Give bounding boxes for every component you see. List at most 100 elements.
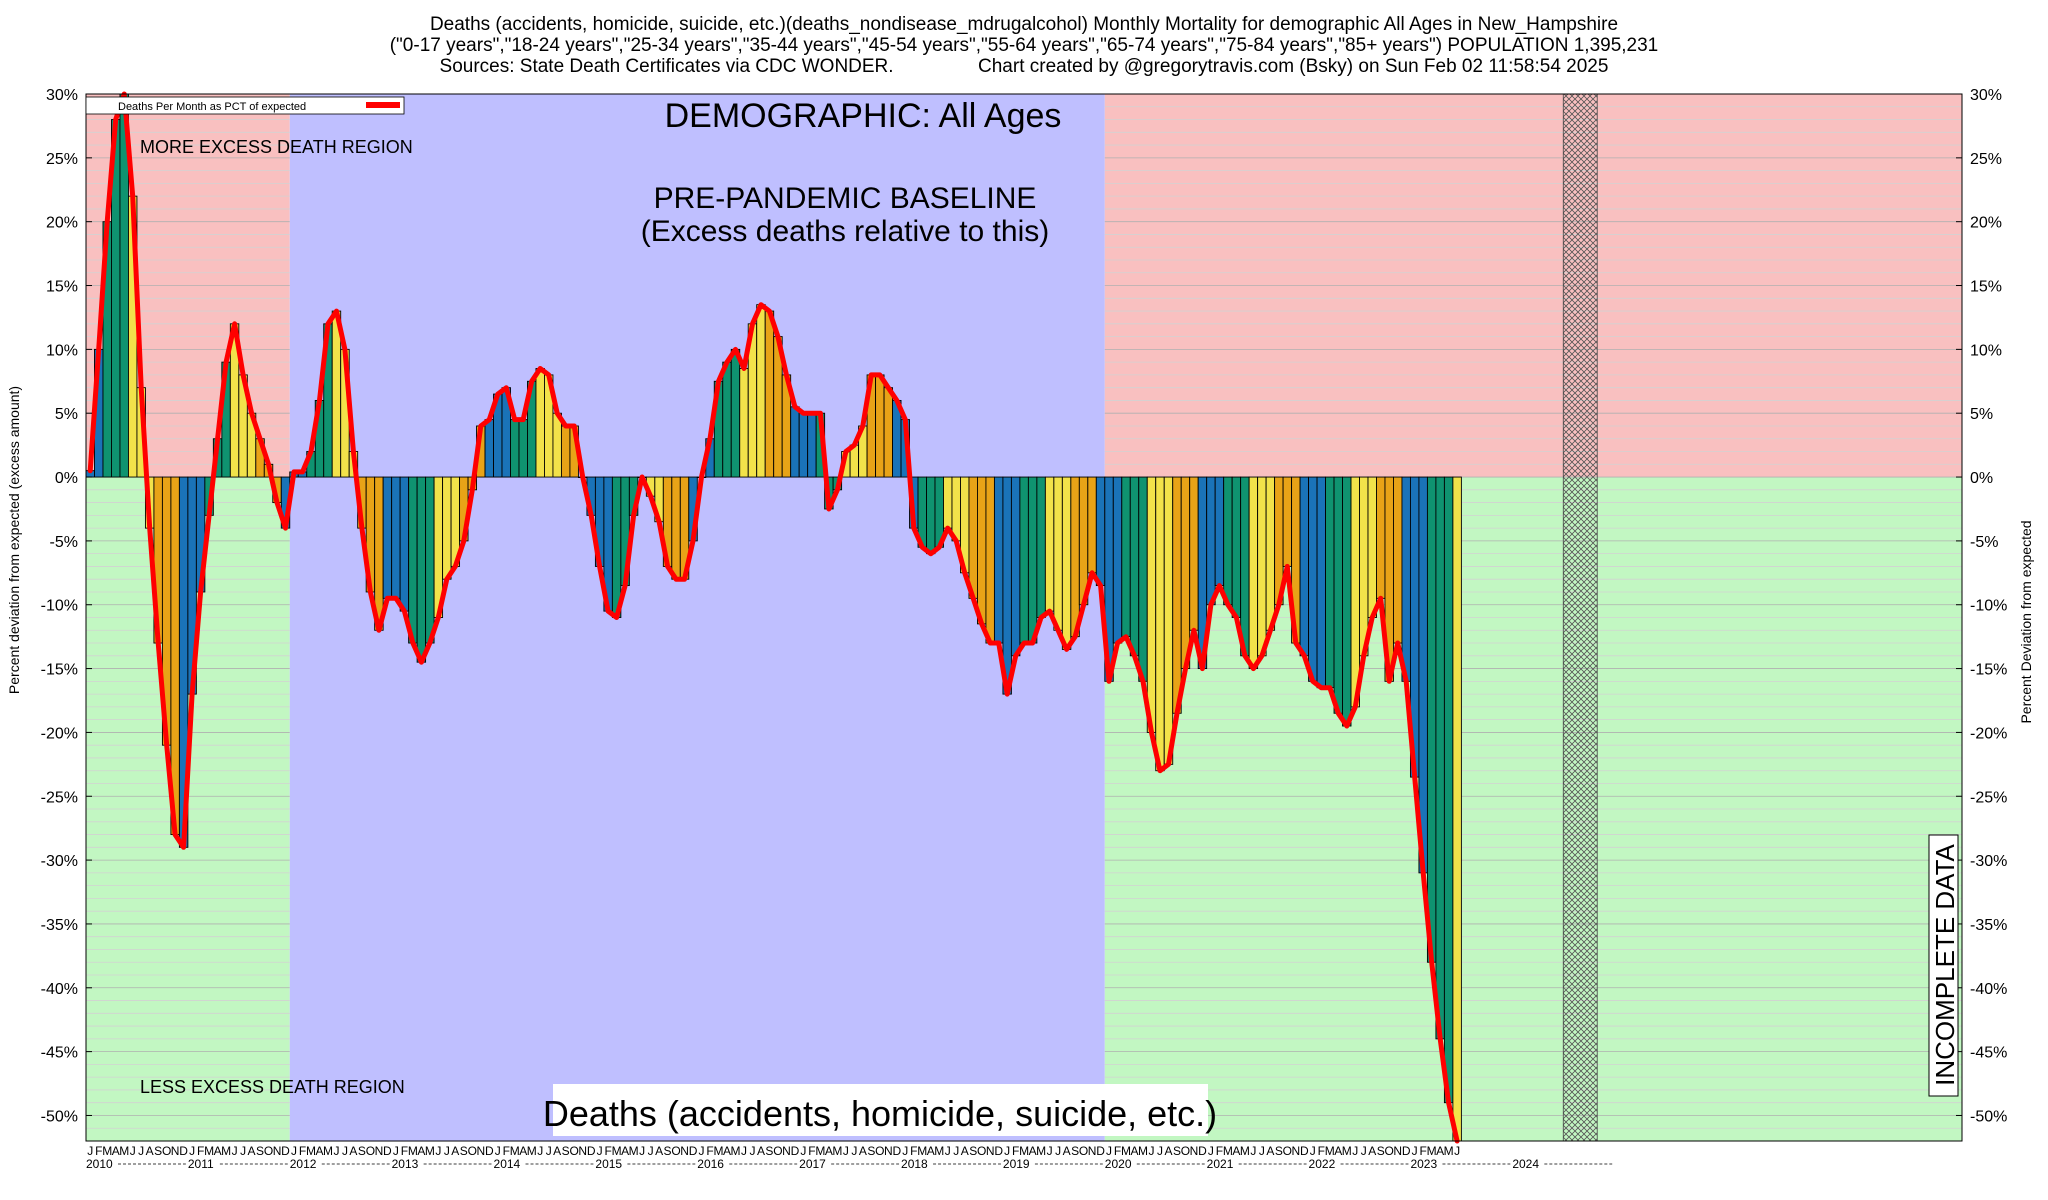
x-tick-month-label: A: [1063, 1144, 1071, 1158]
x-tick-month-label: S: [1173, 1144, 1181, 1158]
bar: [1010, 476, 1021, 657]
incomplete-data-label-bg: [1928, 834, 1959, 1097]
x-tick-month-label: J: [1157, 1144, 1163, 1158]
x-tick-month-label: F: [604, 1144, 611, 1158]
x-tick-month-label: O: [1079, 1144, 1088, 1158]
x-tick-month-label: M: [323, 1144, 333, 1158]
footer-label-background: [553, 1084, 1208, 1136]
y-tick-label-left: 5%: [55, 406, 78, 423]
x-tick-month-label: F: [503, 1144, 510, 1158]
x-tick-month-label: F: [1012, 1144, 1019, 1158]
x-tick-month-label: M: [714, 1144, 724, 1158]
x-tick-month-label: S: [154, 1144, 162, 1158]
bar: [722, 361, 732, 478]
x-tick-year-label: 2023: [1410, 1157, 1437, 1171]
x-tick-month-label: F: [299, 1144, 306, 1158]
x-tick-month-label: A: [1368, 1144, 1376, 1158]
x-tick-month-label: D: [179, 1144, 188, 1158]
bar: [1053, 476, 1063, 631]
x-tick-month-label: M: [1444, 1144, 1454, 1158]
x-tick-month-label: A: [451, 1144, 459, 1158]
bar: [943, 476, 953, 529]
x-tick-month-label: N: [375, 1144, 384, 1158]
bar: [611, 476, 622, 618]
x-tick-month-label: F: [1216, 1144, 1223, 1158]
x-tick-month-label: N: [578, 1144, 587, 1158]
y-tick-label-right: -15%: [1970, 662, 2007, 679]
bar: [442, 476, 452, 580]
x-tick-month-label: M: [102, 1144, 112, 1158]
y-tick-label-left: -40%: [41, 981, 78, 998]
bar: [1265, 476, 1276, 631]
x-tick-month-label: N: [680, 1144, 689, 1158]
x-tick-month-label: N: [986, 1144, 995, 1158]
bar: [1019, 476, 1029, 644]
bar: [798, 412, 809, 478]
x-tick-year-label: 2017: [799, 1157, 826, 1171]
bar: [408, 476, 418, 644]
x-tick-month-label: A: [1334, 1144, 1342, 1158]
legend-box: [85, 96, 405, 115]
x-tick-month-label: N: [782, 1144, 791, 1158]
bar: [977, 476, 987, 625]
x-tick-year-label: 2012: [290, 1157, 317, 1171]
bar: [1299, 476, 1310, 657]
bar: [1376, 476, 1386, 599]
bar: [790, 406, 800, 478]
bar: [518, 419, 528, 478]
x-tick-month-label: J: [333, 1144, 339, 1158]
x-tick-year-label: 2014: [494, 1157, 521, 1171]
bar: [756, 304, 766, 478]
x-tick-month-label: D: [1402, 1144, 1411, 1158]
bar: [1180, 476, 1191, 670]
x-tick-month-label: J: [1106, 1144, 1112, 1158]
x-tick-month-label: J: [130, 1144, 136, 1158]
x-tick-month-label: N: [1088, 1144, 1097, 1158]
baseline-label-line1: PRE-PANDEMIC BASELINE: [654, 182, 1037, 215]
gridlines: [86, 93, 1962, 1142]
x-tick-month-label: A: [1164, 1144, 1172, 1158]
x-tick-month-label: J: [232, 1144, 238, 1158]
x-tick-month-label: S: [1377, 1144, 1385, 1158]
bar: [1112, 476, 1123, 644]
bar: [1223, 476, 1233, 606]
x-tick-month-label: O: [1283, 1144, 1292, 1158]
x-tick-year-label: 2022: [1309, 1157, 1336, 1171]
x-tick-month-label: F: [197, 1144, 204, 1158]
bar: [1146, 476, 1157, 733]
x-tick-month-label: M: [1427, 1144, 1437, 1158]
chart-title-line1: Deaths (accidents, homicide, suicide, et…: [429, 14, 1619, 35]
x-tick-month-label: M: [1036, 1144, 1046, 1158]
x-tick-month-label: M: [629, 1144, 639, 1158]
x-tick-year-label: 2015: [595, 1157, 622, 1171]
x-tick-year-label: 2011: [188, 1157, 214, 1171]
x-tick-month-label: M: [917, 1144, 927, 1158]
bar: [1121, 476, 1131, 638]
bar: [968, 476, 978, 599]
bar: [1443, 476, 1454, 1104]
bar: [1367, 476, 1377, 618]
x-tick-month-label: J: [1148, 1144, 1154, 1158]
x-tick-month-label: M: [612, 1144, 622, 1158]
bar: [535, 368, 545, 478]
x-tick-month-label: J: [851, 1144, 857, 1158]
bar: [764, 310, 775, 478]
x-tick-month-label: M: [1342, 1144, 1352, 1158]
x-tick-month-label: O: [875, 1144, 884, 1158]
x-tick-month-label: J: [342, 1144, 348, 1158]
bar: [1087, 476, 1097, 574]
x-tick-month-label: F: [808, 1144, 815, 1158]
x-tick-month-label: S: [867, 1144, 875, 1158]
x-tick-month-label: F: [401, 1144, 408, 1158]
bar: [1325, 476, 1335, 689]
x-tick-year-label: 2010: [86, 1157, 113, 1171]
x-tick-month-label: D: [689, 1144, 698, 1158]
y-tick-label-left: -35%: [41, 917, 78, 934]
x-tick-month-label: J: [189, 1144, 195, 1158]
x-tick-month-label: N: [1291, 1144, 1300, 1158]
legend-label: Deaths Per Month as PCT of expected: [118, 101, 306, 113]
x-tick-month-label: D: [383, 1144, 392, 1158]
x-tick-month-label: A: [927, 1144, 935, 1158]
bar: [730, 348, 741, 478]
x-tick-month-label: J: [1352, 1144, 1358, 1158]
